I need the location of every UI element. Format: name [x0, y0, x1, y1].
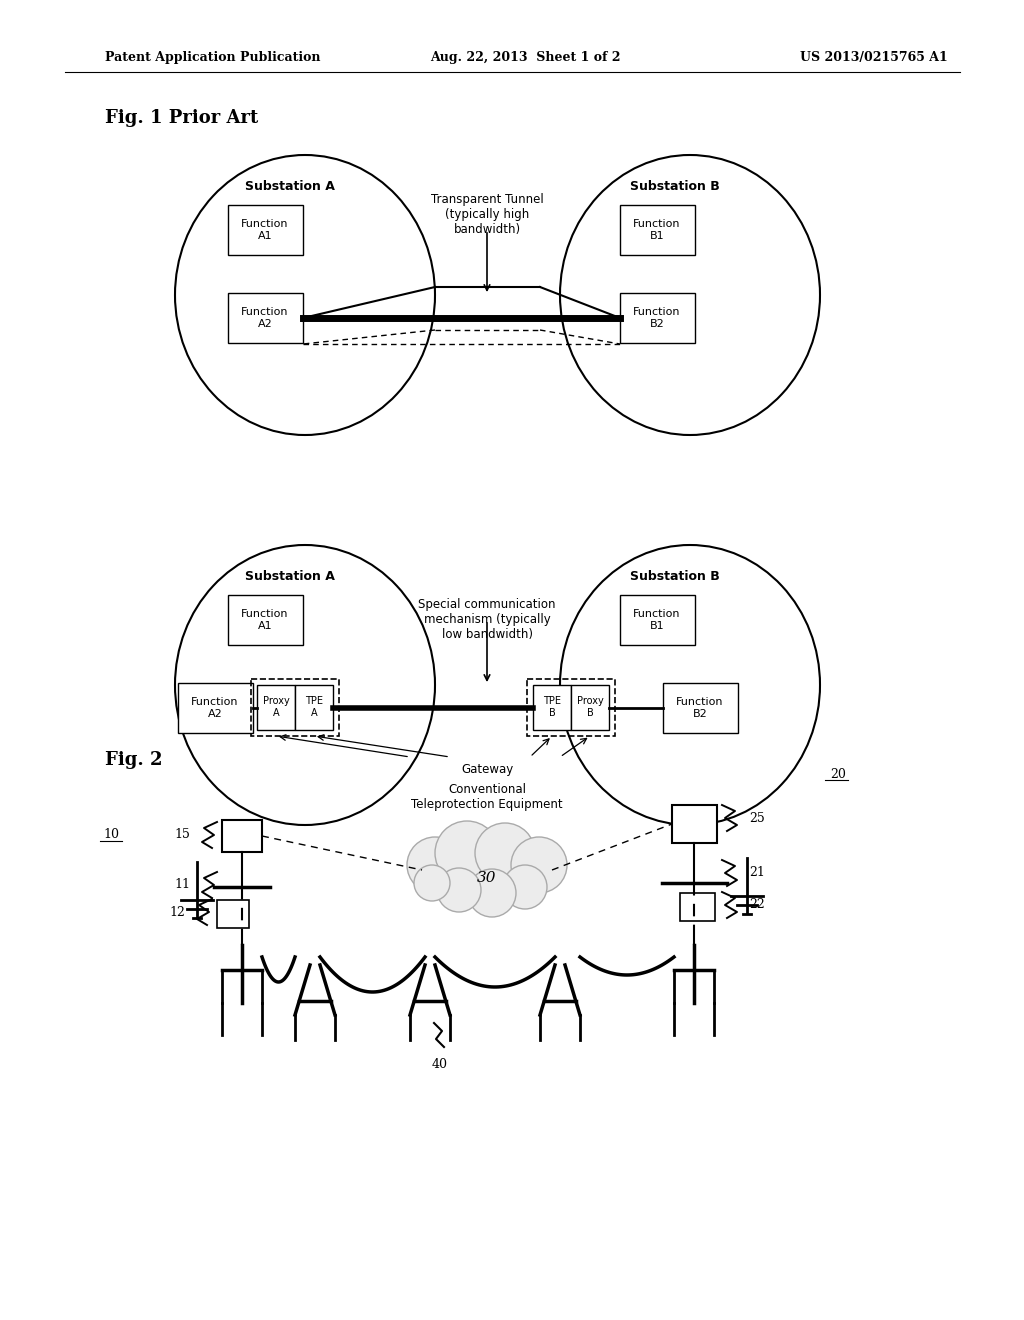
Text: 10: 10: [103, 829, 119, 842]
Bar: [228, 595, 303, 645]
Text: Aug. 22, 2013  Sheet 1 of 2: Aug. 22, 2013 Sheet 1 of 2: [430, 51, 621, 65]
Text: US 2013/0215765 A1: US 2013/0215765 A1: [800, 51, 948, 65]
Bar: [571, 685, 609, 730]
Text: Proxy
A: Proxy A: [262, 696, 290, 718]
Bar: [663, 682, 738, 733]
Bar: [527, 678, 615, 737]
Text: Substation B: Substation B: [630, 181, 720, 194]
Bar: [295, 685, 333, 730]
Text: 11: 11: [174, 879, 190, 891]
Text: 15: 15: [174, 829, 190, 842]
Text: Gateway: Gateway: [461, 763, 513, 776]
Circle shape: [437, 869, 481, 912]
Text: 20: 20: [830, 768, 846, 781]
Text: 40: 40: [432, 1059, 449, 1072]
Circle shape: [475, 822, 535, 883]
Bar: [620, 293, 695, 343]
Bar: [534, 685, 571, 730]
Text: Conventional
Teleprotection Equipment: Conventional Teleprotection Equipment: [412, 783, 563, 810]
Bar: [251, 678, 339, 737]
Text: Function
A2: Function A2: [242, 308, 289, 329]
Circle shape: [468, 869, 516, 917]
Bar: [620, 595, 695, 645]
Bar: [228, 205, 303, 255]
Text: Substation B: Substation B: [630, 570, 720, 583]
Text: Special communication
mechanism (typically
low bandwidth): Special communication mechanism (typical…: [418, 598, 556, 642]
Bar: [228, 293, 303, 343]
Bar: [222, 820, 262, 851]
Text: Substation A: Substation A: [245, 570, 335, 583]
Text: Function
B1: Function B1: [633, 610, 681, 631]
Bar: [620, 205, 695, 255]
Circle shape: [511, 837, 567, 894]
Bar: [257, 685, 295, 730]
Circle shape: [435, 821, 499, 884]
Text: Substation A: Substation A: [245, 181, 335, 194]
Text: Proxy
B: Proxy B: [577, 696, 603, 718]
Bar: [178, 682, 253, 733]
Text: Function
B2: Function B2: [676, 697, 724, 719]
Circle shape: [503, 865, 547, 909]
Text: 30: 30: [477, 871, 497, 884]
Text: 22: 22: [749, 899, 765, 912]
Text: Transparent Tunnel
(typically high
bandwidth): Transparent Tunnel (typically high bandw…: [431, 193, 544, 236]
Text: Function
A2: Function A2: [191, 697, 239, 719]
Bar: [217, 900, 249, 928]
Circle shape: [414, 865, 450, 902]
Text: TPE
A: TPE A: [305, 696, 323, 718]
Bar: [680, 894, 715, 921]
Text: Fig. 2: Fig. 2: [105, 751, 163, 770]
Text: Patent Application Publication: Patent Application Publication: [105, 51, 321, 65]
Text: 25: 25: [749, 812, 765, 825]
Text: 12: 12: [169, 906, 185, 919]
Text: Fig. 1 Prior Art: Fig. 1 Prior Art: [105, 110, 258, 127]
Bar: [672, 805, 717, 843]
Text: TPE
B: TPE B: [543, 696, 561, 718]
Circle shape: [407, 837, 463, 894]
Text: Function
B1: Function B1: [633, 219, 681, 240]
Text: Function
B2: Function B2: [633, 308, 681, 329]
Text: Function
A1: Function A1: [242, 219, 289, 240]
Text: Function
A1: Function A1: [242, 610, 289, 631]
Text: 21: 21: [749, 866, 765, 879]
